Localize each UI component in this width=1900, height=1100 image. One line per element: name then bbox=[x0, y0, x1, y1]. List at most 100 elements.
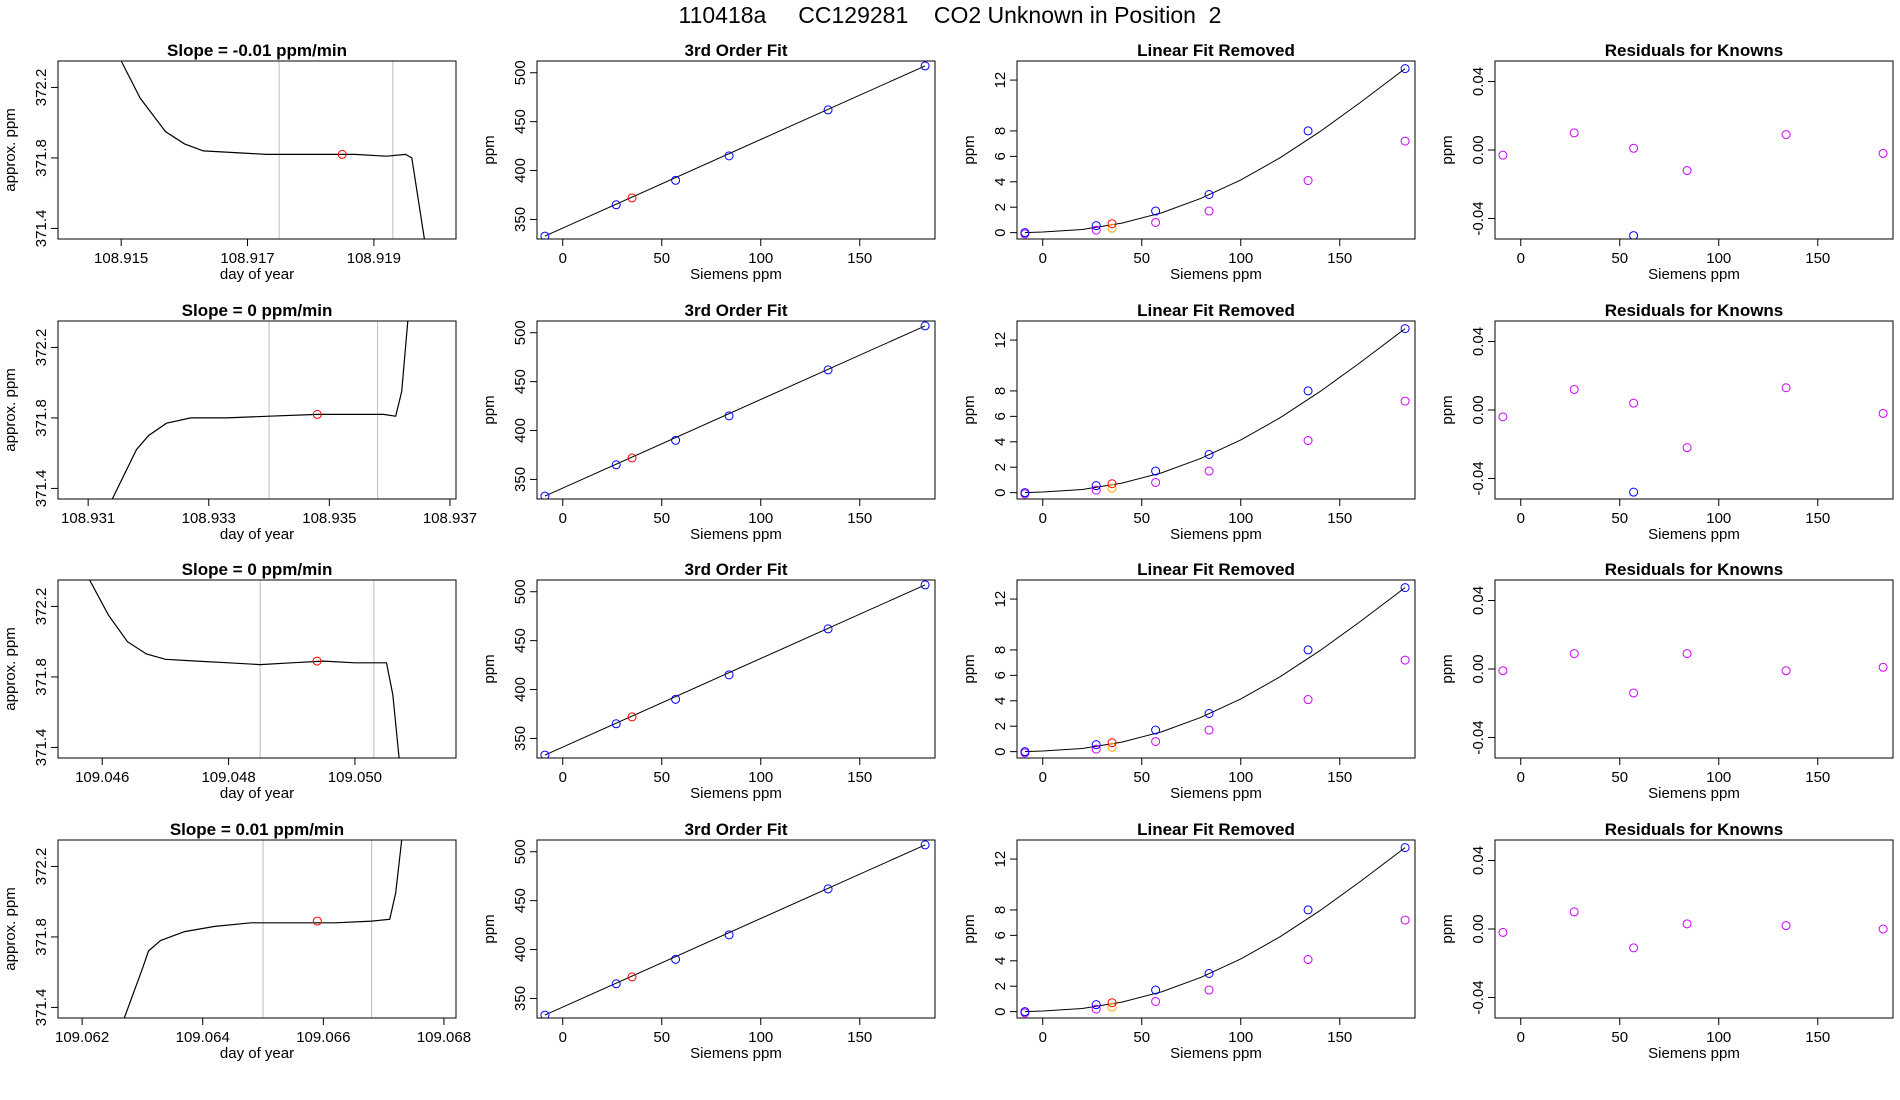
known-point bbox=[1204, 190, 1214, 199]
known-point bbox=[671, 954, 681, 964]
y-tick-label: 6 bbox=[992, 931, 1009, 939]
x-tick-label: 0 bbox=[559, 250, 567, 267]
known-point bbox=[611, 719, 621, 729]
known-point bbox=[823, 624, 833, 634]
known-point bbox=[540, 231, 550, 239]
panel-r3-c2: 3rd Order Fit 0 50 100 150 350 400 450 500 Siemen… bbox=[481, 560, 936, 802]
plot-frame bbox=[1016, 579, 1416, 759]
panel-r4-c3: Linear Fit Removed 0 50 100 150 0 2 4 6 8 12 Siemen… bbox=[961, 820, 1416, 1062]
x-tick-label: 0 bbox=[559, 510, 567, 527]
plot-frame bbox=[536, 579, 936, 759]
x-tick-label: 150 bbox=[1805, 1029, 1830, 1046]
plot-marks bbox=[1498, 649, 1888, 698]
y-tick-label: -0.04 bbox=[1470, 461, 1487, 495]
y-tick-label: 8 bbox=[992, 906, 1009, 914]
x-axis-label: day of year bbox=[220, 1045, 294, 1062]
known-point bbox=[1204, 969, 1214, 978]
trace-line bbox=[120, 61, 425, 239]
y-tick-label: 0 bbox=[992, 488, 1009, 496]
x-tick-label: 50 bbox=[1611, 769, 1628, 786]
x-tick-label: 150 bbox=[847, 769, 872, 786]
y-tick-label: 4 bbox=[992, 697, 1009, 705]
plot-frame bbox=[57, 60, 457, 240]
residual-point bbox=[1629, 398, 1639, 408]
residual-point bbox=[1781, 921, 1791, 931]
y-tick-label: 400 bbox=[512, 937, 529, 962]
x-axis-label: Siemens ppm bbox=[1170, 1045, 1262, 1062]
x-tick-label: 0 bbox=[1039, 250, 1047, 267]
linear-removed-point bbox=[1204, 985, 1214, 995]
residual-point bbox=[1498, 412, 1508, 422]
panel-r4-c4: Residuals for Knowns 0 50 100 150 -0.04 0.00 0.… bbox=[1439, 820, 1894, 1062]
x-axis-label: Siemens ppm bbox=[1648, 526, 1740, 543]
y-tick-label: 4 bbox=[992, 957, 1009, 965]
panel-r1-c4: Residuals for Knowns 0 50 100 150 -0.04 0.00 0.… bbox=[1439, 41, 1894, 283]
y-tick-label: 350 bbox=[512, 207, 529, 232]
known-point bbox=[823, 105, 833, 115]
unknown-point bbox=[1107, 998, 1117, 1008]
unknown-point bbox=[1107, 479, 1117, 489]
panel-r4-c2: 3rd Order Fit 0 50 100 150 350 400 450 500 Siemen… bbox=[481, 820, 936, 1062]
x-tick-label: 108.935 bbox=[302, 510, 356, 527]
y-tick-label: 371.8 bbox=[33, 399, 50, 437]
plot-marks bbox=[1498, 907, 1888, 953]
known-point bbox=[671, 175, 681, 185]
y-tick-label: 6 bbox=[992, 412, 1009, 420]
known-point bbox=[724, 151, 734, 161]
residual-point bbox=[1781, 383, 1791, 393]
known-point bbox=[1091, 1000, 1101, 1010]
x-tick-label: 100 bbox=[1706, 769, 1731, 786]
y-axis-label: ppm bbox=[1439, 135, 1456, 164]
x-axis-label: Siemens ppm bbox=[690, 526, 782, 543]
y-tick-label: 372.2 bbox=[33, 329, 50, 367]
known-point bbox=[1151, 725, 1161, 735]
y-tick-label: 400 bbox=[512, 677, 529, 702]
y-tick-label: 371.8 bbox=[33, 139, 50, 177]
y-axis-label: ppm bbox=[481, 654, 498, 683]
plot-marks bbox=[1020, 324, 1410, 499]
unknown-point bbox=[1107, 738, 1117, 748]
plot-frame bbox=[57, 839, 457, 1019]
residual-point bbox=[1629, 688, 1639, 698]
known-point bbox=[611, 460, 621, 470]
known-point bbox=[611, 200, 621, 210]
x-tick-label: 50 bbox=[653, 1029, 670, 1046]
x-axis-label: day of year bbox=[220, 526, 294, 543]
residual-point bbox=[1781, 666, 1791, 676]
y-axis-label: ppm bbox=[481, 395, 498, 424]
known-point bbox=[1020, 747, 1030, 757]
plot-marks bbox=[1020, 64, 1410, 239]
linear-removed-point bbox=[1091, 1004, 1101, 1014]
orange-point bbox=[1107, 223, 1117, 233]
x-tick-label: 50 bbox=[1611, 510, 1628, 527]
orange-point bbox=[1107, 1002, 1117, 1012]
plot-frame bbox=[1016, 839, 1416, 1019]
x-tick-label: 108.933 bbox=[182, 510, 236, 527]
x-axis-label: Siemens ppm bbox=[1648, 785, 1740, 802]
known-point bbox=[671, 435, 681, 445]
x-axis-label: Siemens ppm bbox=[690, 1045, 782, 1062]
trace-line bbox=[89, 580, 400, 758]
plot-marks bbox=[1498, 383, 1888, 497]
y-tick-label: 371.4 bbox=[33, 210, 50, 248]
y-axis-label: ppm bbox=[481, 914, 498, 943]
panel-title: 3rd Order Fit bbox=[685, 560, 788, 579]
fit-line bbox=[544, 844, 926, 1016]
x-tick-label: 0 bbox=[1517, 250, 1525, 267]
y-tick-label: 12 bbox=[992, 332, 1009, 349]
y-tick-label: 450 bbox=[512, 888, 529, 913]
panel-title: Slope = 0 ppm/min bbox=[182, 560, 333, 579]
residual-point bbox=[1878, 662, 1888, 672]
y-tick-label: 8 bbox=[992, 646, 1009, 654]
x-tick-label: 100 bbox=[1706, 250, 1731, 267]
x-axis-label: Siemens ppm bbox=[1170, 266, 1262, 283]
y-axis-label: approx. ppm bbox=[2, 887, 19, 970]
y-axis-label: approx. ppm bbox=[2, 108, 19, 191]
x-tick-label: 0 bbox=[1517, 1029, 1525, 1046]
linear-removed-point bbox=[1091, 485, 1101, 495]
residual-point bbox=[1569, 907, 1579, 917]
linear-removed-point bbox=[1151, 477, 1161, 487]
linear-removed-point bbox=[1303, 695, 1313, 705]
residual-point bbox=[1498, 150, 1508, 160]
fit-curve bbox=[1024, 847, 1406, 1013]
